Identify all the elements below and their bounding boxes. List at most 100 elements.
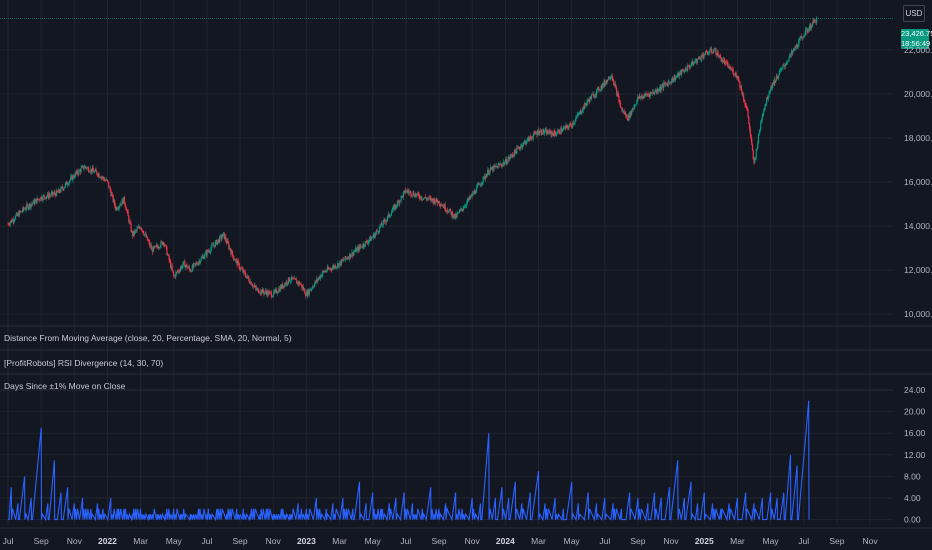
candle-body — [140, 227, 143, 230]
candle-body — [773, 79, 775, 85]
candle-body — [651, 92, 653, 93]
indicator-axis[interactable]: 24.00 20.00 16.00 12.00 8.00 4.00 0.00 — [904, 385, 926, 525]
candle-body — [346, 257, 348, 259]
candle-body — [752, 150, 754, 160]
candle-body — [562, 128, 564, 131]
candle-body — [195, 263, 197, 264]
candle-body — [657, 90, 660, 92]
candle-body — [654, 91, 656, 94]
candle-body — [176, 271, 178, 273]
candle-body — [106, 179, 108, 181]
candle-body — [587, 99, 589, 101]
candle-body — [65, 181, 67, 184]
candle-body — [343, 259, 346, 261]
candle-body — [128, 221, 131, 223]
candle-body — [615, 85, 617, 89]
candle-body — [342, 259, 344, 261]
candle-body — [478, 183, 480, 185]
candle-body — [499, 164, 501, 165]
candle-body — [616, 88, 618, 96]
candle-body — [590, 96, 592, 100]
candle-body — [349, 253, 352, 258]
candle-body — [757, 142, 759, 149]
candle-body — [807, 29, 810, 32]
indicator-label-distance-ma[interactable]: Distance From Moving Average (close, 20,… — [4, 333, 292, 343]
indicator-label-rsi-divergence[interactable]: [ProfitRobots] RSI Divergence (14, 30, 7… — [4, 358, 163, 368]
candle-body — [667, 82, 669, 86]
candle-body — [477, 184, 479, 186]
time-axis-label: Sep — [431, 536, 446, 546]
candle-body — [112, 195, 114, 202]
candle-body — [313, 286, 315, 288]
currency-selector[interactable]: USD — [903, 5, 925, 22]
candle-body — [682, 70, 684, 72]
candle-body — [237, 261, 240, 264]
candle-body — [805, 29, 807, 31]
candle-body — [251, 284, 253, 286]
candle-body — [152, 246, 155, 253]
candle-body — [103, 178, 105, 181]
candle-body — [326, 267, 328, 272]
candle-body — [789, 54, 792, 55]
candle-body — [726, 62, 728, 63]
candle-body — [465, 205, 467, 207]
candle-body — [701, 54, 704, 56]
candle-body — [722, 59, 725, 63]
candle-body — [437, 200, 440, 204]
candle-body — [364, 241, 366, 247]
candle-body — [281, 284, 284, 288]
time-axis[interactable]: Jul Sep Nov 2022 Mar May Jul Sep Nov 2023 Mar May Ju… — [3, 536, 879, 546]
candle-body — [472, 192, 474, 197]
indicator-label-days-since-move[interactable]: Days Since ±1% Move on Close — [4, 381, 126, 391]
indicator-panes — [0, 325, 932, 529]
candle-body — [690, 64, 692, 66]
candle-body — [296, 280, 298, 284]
price-axis-label: 20,000.00 — [904, 89, 932, 99]
candle-body — [551, 132, 554, 134]
candle-body — [137, 226, 140, 229]
candle-body — [672, 78, 674, 82]
candle-body — [338, 263, 340, 267]
candle-body — [64, 183, 67, 187]
candle-body — [247, 275, 249, 279]
candle-body — [705, 50, 707, 52]
candle-body — [404, 189, 406, 192]
candle-body — [70, 177, 72, 181]
candle-body — [460, 208, 463, 210]
time-axis-label: Mar — [133, 536, 148, 546]
candle-body — [637, 97, 639, 99]
candle-body — [56, 190, 58, 193]
time-axis-label: Jul — [400, 536, 411, 546]
candle-body — [139, 227, 141, 229]
candle-body — [354, 251, 356, 252]
candle-body — [348, 257, 350, 259]
candle-body — [691, 61, 693, 65]
candle-body — [604, 82, 607, 85]
candle-body — [191, 265, 193, 272]
candle-body — [463, 208, 465, 209]
candle-body — [563, 127, 565, 129]
candle-body — [716, 54, 718, 56]
candle-body — [433, 199, 435, 203]
candle-body — [554, 130, 556, 134]
candle-body — [199, 260, 202, 263]
candle-body — [116, 207, 118, 210]
candle-body — [208, 251, 211, 252]
candle-body — [754, 159, 756, 163]
time-axis-label: Jul — [3, 536, 14, 546]
candle-body — [130, 223, 132, 232]
candle-body — [543, 129, 545, 134]
indicator-series-line — [8, 400, 810, 522]
candle-body — [666, 83, 669, 86]
candle-body — [790, 51, 792, 55]
candle-body — [673, 76, 675, 81]
candle-body — [89, 171, 91, 173]
price-axis[interactable]: 22,000.00 20,000.00 18,000.00 16,000.00 14,0… — [904, 45, 932, 319]
candle-body — [614, 83, 616, 86]
price-candles[interactable] — [7, 16, 818, 299]
candle-body — [797, 46, 799, 47]
candle-body — [601, 83, 604, 89]
candle-body — [381, 223, 383, 226]
candle-body — [484, 176, 486, 179]
